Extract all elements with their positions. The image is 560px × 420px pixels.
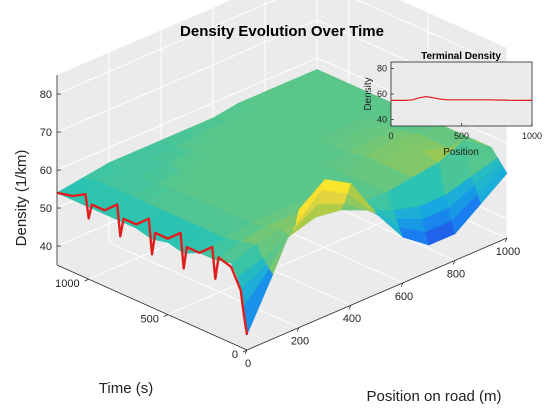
x-axis-label: Position on road (m) [366,388,501,405]
x-tick-label: 0 [245,358,251,370]
inset-y-axis-label: Density [363,77,374,110]
y-tick-mark [163,314,169,317]
x-tick-mark [504,237,508,243]
z-tick-label: 70 [40,127,52,139]
x-tick-mark [348,305,352,310]
z-tick-label: 40 [40,241,52,253]
x-axis-line [246,237,508,351]
inset-x-axis-label: Position [443,147,479,158]
inset-y-tick-label: 40 [377,115,387,125]
inset-density-line [391,95,532,102]
density-surface [56,69,508,336]
y-tick-label: 0 [232,349,238,361]
inset-x-tick-label: 1000 [522,131,542,141]
grid-line-z [56,19,318,133]
x-tick-mark [244,349,248,355]
inset-y-tick-label: 60 [377,89,387,99]
x-tick-mark [400,282,404,287]
z-tick-label: 80 [40,89,52,101]
y-tick-labels: 0 500 1000 [55,278,248,361]
x-tick-label: 200 [291,336,309,348]
z-tick-label: 50 [40,203,52,215]
chart-title: Density Evolution Over Time [180,23,384,40]
x-tick-label: 1000 [496,246,520,258]
surface-patch [477,167,508,205]
x-tick-mark [452,260,456,265]
y-axis-label: Time (s) [99,380,153,397]
y-tick-mark [242,349,248,353]
inset-ticks: 0 500 1000 40 60 80 [377,63,542,141]
x-tick-labels: 0 200 400 600 800 1000 [244,237,520,370]
x-tick-label: 600 [395,291,413,303]
grid-line-z [356,0,508,68]
z-tick-labels: 40 50 60 70 80 [40,89,61,253]
z-tick-label: 60 [40,165,52,177]
y-tick-label: 1000 [55,278,79,290]
edge-curve-line [56,191,249,335]
edge-density-curve [56,191,249,335]
inset-y-tick-label: 80 [377,63,387,73]
inset-title: Terminal Density [421,51,501,62]
x-tick-mark [296,327,300,332]
z-axis-label: Density (1/km) [13,150,30,247]
grid-line-z [56,57,318,171]
inset-background [390,61,533,127]
y-tick-label: 500 [140,314,158,326]
y-tick-mark [84,278,89,282]
inset-x-tick-label: 500 [454,131,469,141]
grid-line-z [56,0,277,95]
grid-line-y [167,202,429,316]
inset-x-tick-label: 0 [388,131,393,141]
inset-plot: 0 500 1000 40 60 80 [377,61,542,141]
x-tick-label: 400 [343,313,361,325]
x-tick-label: 800 [447,268,465,280]
